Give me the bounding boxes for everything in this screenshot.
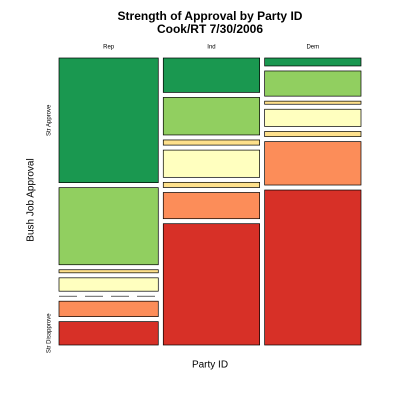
mosaic-cell (264, 108, 362, 127)
mosaic-cell (58, 57, 159, 183)
column-label: Dem (306, 45, 319, 51)
mosaic-cell (264, 189, 362, 346)
mosaic-cell (58, 321, 159, 346)
mosaic-cell (162, 57, 260, 93)
x-axis-title: Party ID (192, 360, 228, 371)
row-label: Str Disapprove (47, 313, 53, 353)
mosaic-cell (58, 269, 159, 274)
mosaic-cell (162, 139, 260, 146)
mosaic-cell (264, 70, 362, 97)
chart-title: Strength of Approval by Party ID (118, 9, 303, 23)
mosaic-cell (264, 131, 362, 137)
column-label: Ind (207, 45, 215, 51)
mosaic-cell (58, 277, 159, 292)
mosaic-cell (162, 97, 260, 136)
chart-subtitle: Cook/RT 7/30/2006 (157, 22, 263, 36)
column-label: Rep (103, 45, 115, 51)
mosaic-cell (162, 223, 260, 346)
y-axis-title: Bush Job Approval (26, 158, 37, 241)
mosaic-cell (162, 181, 260, 188)
mosaic-cell (58, 300, 159, 317)
mosaic-cell (162, 192, 260, 220)
mosaic-cell (162, 149, 260, 178)
mosaic-cell (264, 100, 362, 105)
mosaic-cell (58, 187, 159, 266)
mosaic-cell (264, 141, 362, 186)
mosaic-cell (264, 57, 362, 67)
row-label: Str Approve (47, 104, 53, 136)
